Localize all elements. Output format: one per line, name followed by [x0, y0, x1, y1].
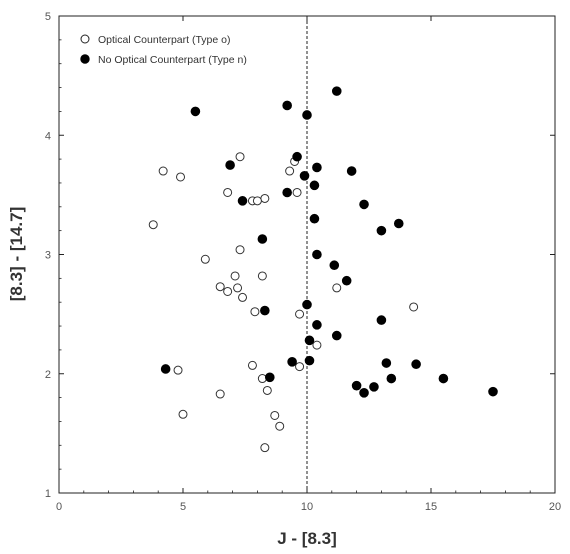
data-point-type-n	[309, 180, 320, 191]
axis-ticks	[58, 15, 556, 494]
data-point-type-n	[393, 218, 404, 229]
data-point-type-o	[223, 187, 233, 197]
data-point-type-n	[376, 315, 387, 325]
data-point-type-n	[329, 260, 340, 271]
data-point-type-o	[292, 187, 302, 197]
data-point-type-n	[411, 359, 421, 370]
data-point-type-n	[282, 187, 292, 198]
data-point-type-n	[292, 151, 302, 162]
y-tick-label: 3	[45, 250, 51, 262]
data-point-type-o	[238, 292, 248, 302]
data-point-type-n	[304, 335, 315, 346]
data-point-type-n	[381, 358, 392, 368]
data-point-type-o	[295, 309, 305, 319]
data-point-type-o	[215, 389, 225, 399]
data-point-type-n	[282, 100, 292, 111]
legend-label-type-o: Optical Counterpart (Type o)	[98, 34, 230, 46]
data-point-type-o	[223, 286, 233, 296]
x-tick-label: 0	[56, 501, 62, 513]
data-point-type-n	[160, 364, 171, 374]
data-point-type-n	[304, 355, 315, 366]
data-point-type-o	[275, 421, 285, 431]
data-point-type-n	[376, 225, 387, 236]
data-point-type-o	[235, 152, 245, 162]
data-point-type-n	[312, 249, 322, 260]
legend-marker-type-n	[80, 54, 90, 64]
legend-marker-type-o	[80, 34, 90, 44]
data-point-type-n	[302, 299, 312, 310]
data-point-type-n	[386, 373, 397, 384]
data-point-type-o	[215, 282, 225, 292]
data-point-type-n	[190, 106, 201, 117]
data-point-type-o	[200, 254, 210, 264]
data-point-type-o	[148, 220, 158, 230]
y-tick-label: 1	[45, 488, 51, 500]
data-point-type-n	[359, 199, 369, 210]
data-point-type-o	[270, 410, 280, 420]
data-point-type-o	[158, 166, 168, 176]
data-point-type-n	[257, 234, 268, 244]
data-point-type-n	[309, 213, 320, 224]
data-point-type-n	[346, 166, 357, 176]
data-point-type-o	[233, 283, 243, 293]
y-tick-label: 2	[45, 369, 51, 381]
data-point-type-n	[488, 386, 498, 397]
data-point-type-o	[285, 166, 295, 176]
data-point-type-n	[331, 86, 342, 96]
data-point-type-o	[230, 271, 240, 281]
data-point-type-o	[260, 193, 270, 203]
legend: Optical Counterpart (Type o) No Optical …	[80, 34, 247, 66]
x-tick-label: 10	[301, 501, 313, 513]
data-points	[148, 86, 498, 453]
data-point-type-o	[332, 283, 342, 293]
data-point-type-n	[287, 357, 297, 367]
data-point-type-n	[260, 305, 270, 316]
data-point-type-o	[173, 365, 183, 375]
y-tick-label: 5	[45, 11, 51, 23]
data-point-type-n	[341, 275, 352, 286]
x-tick-label: 20	[549, 501, 561, 513]
data-point-type-o	[250, 307, 260, 317]
data-point-type-n	[359, 388, 369, 398]
x-tick-label: 15	[425, 501, 437, 513]
axis-tick-labels: 0 5 10 15 20 1 2 3 4 5	[45, 11, 561, 513]
x-tick-label: 5	[180, 501, 186, 513]
data-point-type-n	[438, 373, 449, 384]
data-point-type-n	[351, 380, 362, 391]
data-point-type-n	[225, 160, 235, 170]
legend-label-type-n: No Optical Counterpart (Type n)	[98, 54, 247, 66]
data-point-type-n	[237, 196, 248, 206]
data-point-type-o	[235, 245, 245, 255]
data-point-type-o	[295, 362, 305, 372]
data-point-type-n	[369, 382, 379, 392]
data-point-type-n	[312, 162, 322, 173]
data-point-type-o	[260, 443, 270, 453]
data-point-type-n	[331, 330, 342, 341]
data-point-type-n	[312, 320, 322, 330]
data-point-type-o	[409, 302, 419, 312]
data-point-type-o	[176, 172, 186, 182]
data-point-type-o	[252, 196, 262, 206]
data-point-type-n	[302, 110, 312, 120]
y-axis-title: [8.3] - [14.7]	[7, 207, 26, 301]
data-point-type-n	[299, 170, 310, 181]
data-point-type-o	[257, 271, 267, 281]
data-point-type-o	[262, 385, 272, 395]
x-axis-title: J - [8.3]	[277, 529, 337, 548]
data-point-type-o	[312, 340, 322, 350]
data-point-type-o	[178, 409, 188, 419]
data-point-type-o	[247, 360, 257, 370]
y-tick-label: 4	[45, 130, 51, 142]
data-point-type-n	[265, 372, 275, 383]
